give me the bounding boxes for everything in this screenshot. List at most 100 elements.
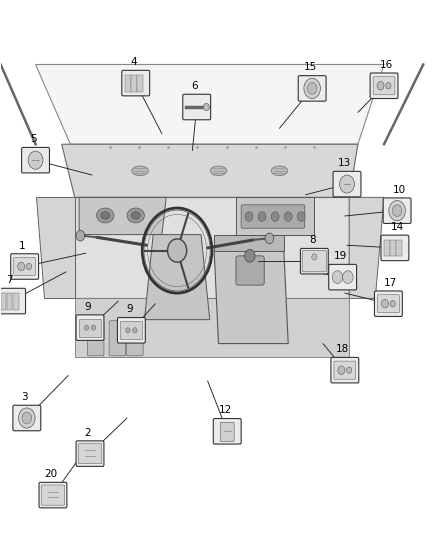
FancyBboxPatch shape (396, 240, 402, 256)
Circle shape (312, 254, 317, 260)
FancyBboxPatch shape (378, 295, 399, 313)
FancyBboxPatch shape (370, 73, 398, 99)
Circle shape (284, 212, 292, 221)
Polygon shape (75, 298, 349, 357)
FancyBboxPatch shape (373, 77, 395, 95)
FancyBboxPatch shape (220, 422, 234, 441)
Circle shape (258, 212, 266, 221)
Text: 19: 19 (334, 251, 347, 261)
FancyBboxPatch shape (125, 75, 131, 92)
Text: 10: 10 (393, 185, 406, 195)
Circle shape (203, 103, 209, 111)
FancyBboxPatch shape (109, 321, 126, 356)
Circle shape (18, 408, 35, 428)
FancyBboxPatch shape (122, 70, 150, 96)
Text: 14: 14 (391, 222, 404, 232)
FancyBboxPatch shape (213, 418, 241, 444)
Text: 7: 7 (6, 275, 13, 285)
FancyBboxPatch shape (79, 319, 101, 337)
Polygon shape (145, 235, 210, 320)
FancyBboxPatch shape (384, 240, 390, 256)
Circle shape (26, 263, 31, 270)
FancyBboxPatch shape (329, 264, 357, 290)
Text: 1: 1 (19, 240, 26, 251)
Polygon shape (35, 64, 384, 144)
Ellipse shape (210, 166, 227, 175)
FancyBboxPatch shape (13, 405, 41, 431)
Text: 9: 9 (84, 302, 91, 312)
FancyBboxPatch shape (375, 291, 402, 317)
Polygon shape (62, 144, 358, 197)
FancyBboxPatch shape (118, 318, 146, 343)
FancyBboxPatch shape (333, 171, 361, 197)
FancyBboxPatch shape (121, 321, 142, 340)
Circle shape (245, 249, 255, 262)
FancyBboxPatch shape (11, 254, 38, 279)
Ellipse shape (132, 166, 149, 175)
Text: 3: 3 (21, 392, 28, 402)
FancyBboxPatch shape (7, 293, 13, 310)
FancyBboxPatch shape (87, 321, 104, 356)
Circle shape (389, 200, 406, 221)
Text: 15: 15 (303, 62, 316, 72)
Text: 13: 13 (338, 158, 351, 168)
Ellipse shape (127, 208, 145, 223)
Text: 2: 2 (84, 427, 91, 438)
Text: 8: 8 (309, 235, 316, 245)
Polygon shape (35, 197, 75, 298)
Circle shape (167, 239, 187, 262)
Ellipse shape (271, 166, 288, 175)
Circle shape (307, 83, 317, 94)
Ellipse shape (101, 212, 110, 219)
FancyBboxPatch shape (78, 443, 102, 464)
FancyBboxPatch shape (381, 235, 409, 261)
Circle shape (84, 325, 89, 330)
FancyBboxPatch shape (76, 315, 104, 341)
FancyBboxPatch shape (183, 94, 211, 120)
Text: 17: 17 (384, 278, 397, 288)
FancyBboxPatch shape (236, 256, 264, 285)
FancyBboxPatch shape (390, 240, 396, 256)
Text: 6: 6 (191, 81, 198, 91)
Circle shape (265, 233, 274, 244)
Ellipse shape (132, 212, 140, 219)
FancyBboxPatch shape (302, 251, 326, 272)
Text: 9: 9 (126, 304, 132, 314)
Polygon shape (79, 197, 166, 235)
FancyBboxPatch shape (241, 205, 305, 228)
Circle shape (390, 301, 395, 307)
FancyBboxPatch shape (41, 485, 65, 505)
Circle shape (126, 328, 130, 333)
Circle shape (17, 262, 24, 271)
Text: 20: 20 (44, 469, 57, 479)
Circle shape (347, 367, 352, 373)
Text: 4: 4 (130, 57, 137, 67)
FancyBboxPatch shape (127, 321, 143, 356)
Circle shape (271, 212, 279, 221)
Circle shape (91, 325, 96, 330)
Circle shape (28, 151, 43, 169)
Circle shape (340, 175, 354, 193)
Circle shape (338, 366, 345, 374)
Circle shape (332, 271, 343, 284)
Circle shape (297, 212, 305, 221)
Circle shape (245, 212, 253, 221)
Polygon shape (349, 197, 384, 298)
FancyBboxPatch shape (1, 293, 7, 310)
Polygon shape (75, 197, 349, 298)
Circle shape (304, 78, 320, 99)
FancyBboxPatch shape (137, 75, 143, 92)
Circle shape (392, 205, 402, 216)
Polygon shape (236, 197, 314, 235)
FancyBboxPatch shape (0, 288, 25, 314)
FancyBboxPatch shape (298, 76, 326, 101)
Text: 18: 18 (336, 344, 349, 354)
Circle shape (343, 271, 353, 284)
FancyBboxPatch shape (14, 257, 35, 276)
FancyBboxPatch shape (300, 248, 328, 274)
FancyBboxPatch shape (39, 482, 67, 508)
Text: 5: 5 (30, 134, 37, 144)
Text: 12: 12 (218, 406, 232, 415)
Circle shape (386, 83, 391, 89)
Polygon shape (214, 251, 288, 344)
